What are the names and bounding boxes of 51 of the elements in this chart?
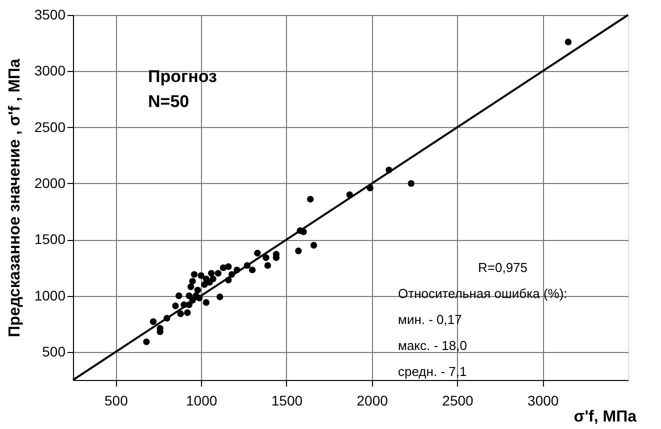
y-tick-label: 3000 bbox=[34, 62, 66, 79]
point bbox=[216, 294, 224, 300]
y-tick-label: 1500 bbox=[34, 231, 66, 248]
point bbox=[214, 270, 222, 277]
point bbox=[198, 272, 204, 279]
y-tick-label: 3500 bbox=[34, 6, 66, 22]
y-axis-title: Предсказанное значение , σ'f , МПа bbox=[6, 58, 24, 338]
x-tick-label: 2000 bbox=[356, 392, 388, 408]
point bbox=[176, 292, 182, 300]
point bbox=[248, 266, 256, 274]
point bbox=[408, 180, 414, 187]
annotation: макс. - 18,0 bbox=[398, 338, 467, 353]
x-tick-label: 500 bbox=[104, 392, 128, 408]
y-tick-label: 2500 bbox=[34, 118, 66, 135]
point bbox=[143, 338, 150, 346]
point bbox=[262, 254, 270, 261]
point bbox=[201, 281, 208, 288]
y-tick-label: 1000 bbox=[34, 287, 66, 304]
point bbox=[307, 196, 314, 203]
point bbox=[189, 278, 196, 285]
annotation: Относительная ошибка (%): bbox=[398, 286, 568, 301]
point bbox=[177, 310, 184, 318]
x-tick-label: 2500 bbox=[442, 392, 474, 408]
point bbox=[264, 262, 272, 269]
point bbox=[172, 302, 179, 310]
annotation: N=50 bbox=[148, 92, 190, 111]
point bbox=[187, 283, 194, 290]
x-axis-title: σ'f, МПа bbox=[574, 408, 637, 426]
x-tick-label: 1500 bbox=[271, 392, 303, 408]
x-tick-label: 1000 bbox=[186, 392, 218, 408]
point bbox=[210, 276, 216, 282]
point bbox=[184, 309, 191, 316]
point bbox=[310, 242, 318, 249]
point bbox=[150, 318, 157, 325]
annotation: мин. - 0,17 bbox=[398, 312, 462, 327]
annotation: средн. - 7,1 bbox=[398, 364, 467, 379]
point bbox=[295, 248, 302, 254]
point bbox=[186, 292, 192, 300]
point bbox=[202, 276, 210, 282]
point bbox=[190, 271, 198, 278]
point bbox=[208, 270, 215, 277]
y-tick-label: 2000 bbox=[34, 174, 66, 191]
point bbox=[564, 38, 572, 46]
point bbox=[202, 299, 210, 306]
point bbox=[194, 286, 202, 294]
y-tick-label: 500 bbox=[42, 343, 66, 360]
annotation: Прогноз bbox=[148, 67, 217, 86]
annotation: R=0,975 bbox=[478, 260, 528, 275]
point bbox=[220, 264, 227, 272]
x-tick-label: 3000 bbox=[528, 392, 559, 408]
point bbox=[254, 250, 261, 256]
